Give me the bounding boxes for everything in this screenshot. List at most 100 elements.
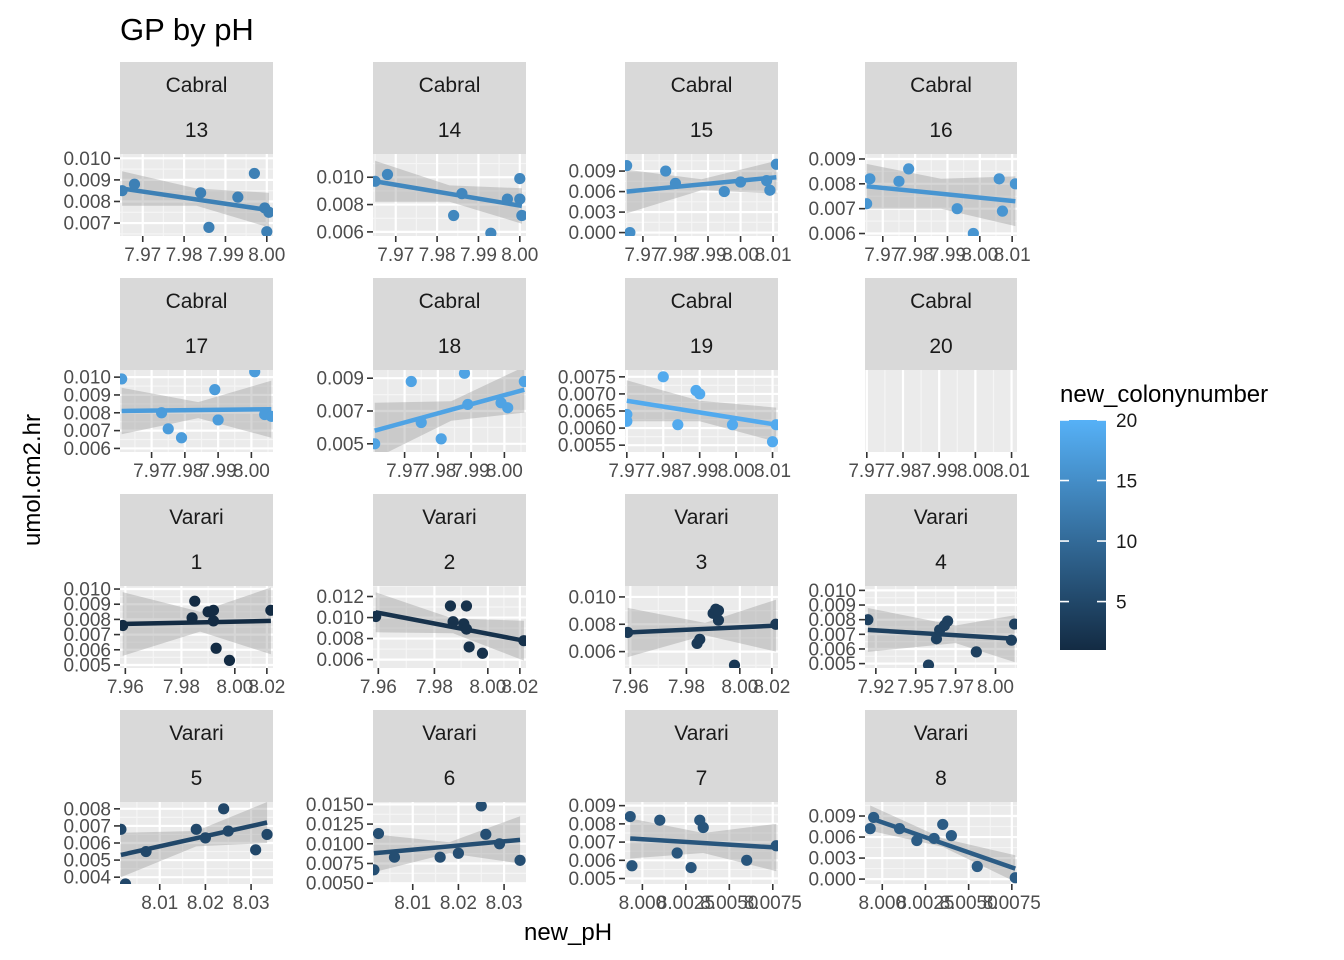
data-point	[447, 616, 459, 628]
x-tick-label: 7.99	[200, 461, 237, 482]
facet-panel: Varari78.0008.00258.00508.00750.0050.006…	[568, 710, 802, 914]
y-tick-label: 0.007	[568, 833, 616, 854]
x-tick-label: 7.99	[453, 461, 490, 482]
data-point	[120, 878, 132, 884]
strip-colony-label: 2	[444, 551, 456, 574]
data-point	[741, 854, 753, 866]
data-point	[514, 854, 526, 866]
y-tick-label: 0.008	[316, 629, 364, 650]
x-tick-label: 8.02	[248, 677, 285, 698]
gridlines	[865, 370, 1013, 452]
data-point	[232, 191, 244, 203]
chart-title: GP by pH	[120, 12, 254, 47]
y-tick-label: 0.005	[568, 869, 616, 890]
panel-marks	[625, 599, 778, 668]
y-tick-label: 0.007	[63, 625, 111, 646]
strip-colony-label: 6	[444, 767, 456, 790]
data-point	[868, 811, 880, 824]
y-tick-label: 0.000	[808, 870, 856, 891]
data-point	[405, 375, 417, 388]
regression-line	[121, 186, 270, 213]
data-point	[694, 633, 706, 645]
y-tick-label: 0.009	[808, 596, 856, 617]
y-tick-label: 0.006	[63, 640, 111, 661]
strip-site-label: Varari	[674, 506, 728, 529]
regression-line	[375, 610, 525, 643]
y-tick-label: 0.003	[568, 203, 616, 224]
data-point	[480, 828, 492, 840]
strip-site-label: Cabral	[166, 74, 228, 97]
data-point	[685, 862, 697, 874]
data-point	[712, 605, 725, 617]
data-point	[265, 604, 273, 616]
x-tick-label: 7.97	[377, 245, 414, 266]
x-axis: 7.96 7.98 8.008.02	[107, 668, 285, 698]
x-tick-label: 7.98	[668, 677, 705, 698]
data-point	[415, 416, 427, 429]
y-axis-title: umol.cm2.hr	[19, 414, 46, 546]
strip-site-label: Cabral	[419, 74, 481, 97]
facet-strip	[120, 278, 273, 370]
facet-strip	[865, 494, 1017, 586]
data-point	[514, 173, 526, 185]
strip-site-label: Cabral	[166, 290, 228, 313]
facet-panel: Varari 3 7.96 7.98 8.008.02 0.006 0.008 0.010	[568, 494, 790, 698]
x-tick-label: 8.03	[486, 893, 523, 914]
x-axis-title: new_pH	[524, 919, 612, 946]
data-point	[514, 193, 526, 205]
data-point	[903, 163, 915, 175]
data-point	[434, 851, 446, 863]
x-tick-label: 7.96	[107, 677, 144, 698]
gridlines	[625, 154, 778, 236]
data-point	[911, 834, 923, 847]
data-point	[209, 384, 221, 396]
data-point	[373, 827, 385, 840]
y-tick-label: 0.007	[63, 421, 111, 442]
data-point	[967, 227, 979, 236]
data-point	[626, 860, 638, 872]
y-tick-label: 0.012	[316, 587, 364, 608]
data-point	[996, 205, 1009, 217]
regression-line	[626, 398, 777, 427]
data-point	[766, 436, 778, 448]
data-point	[460, 623, 473, 635]
strip-colony-label: 5	[191, 767, 203, 790]
y-tick-label: 0.010	[316, 608, 364, 629]
y-tick-label: 0.009	[568, 796, 616, 817]
strip-colony-label: 17	[185, 335, 208, 358]
data-point	[625, 810, 636, 823]
strip-site-label: Cabral	[671, 290, 733, 313]
data-point	[928, 832, 940, 845]
data-point	[893, 823, 906, 835]
y-tick-label: 0.008	[568, 615, 616, 636]
x-axis: 7.977.987.998.00	[386, 452, 523, 482]
data-point	[1005, 634, 1017, 646]
data-point	[764, 184, 776, 196]
data-point	[452, 847, 465, 859]
y-tick-label: 0.009	[63, 595, 111, 616]
x-tick-label: 8.0075	[983, 893, 1041, 914]
data-point	[697, 821, 709, 834]
panel-marks	[865, 608, 1017, 668]
x-tick-label: 8.01	[141, 893, 178, 914]
data-point	[945, 830, 957, 842]
x-tick-label: 8.01	[993, 461, 1030, 482]
data-point	[951, 203, 963, 215]
data-point	[516, 209, 526, 222]
data-point	[218, 803, 230, 815]
data-point	[970, 646, 982, 658]
data-point	[189, 595, 201, 607]
data-point	[971, 860, 983, 873]
facet-panel: Varari88.0008.00258.00508.00750.0000.003…	[808, 710, 1041, 914]
data-point	[485, 227, 497, 236]
data-point	[373, 864, 380, 876]
x-axis: 7.92 7.95 7.97 8.00	[857, 668, 1014, 698]
y-tick-label: 0.010	[316, 168, 364, 189]
x-tick-label: 7.96	[612, 677, 649, 698]
data-point	[381, 168, 394, 181]
